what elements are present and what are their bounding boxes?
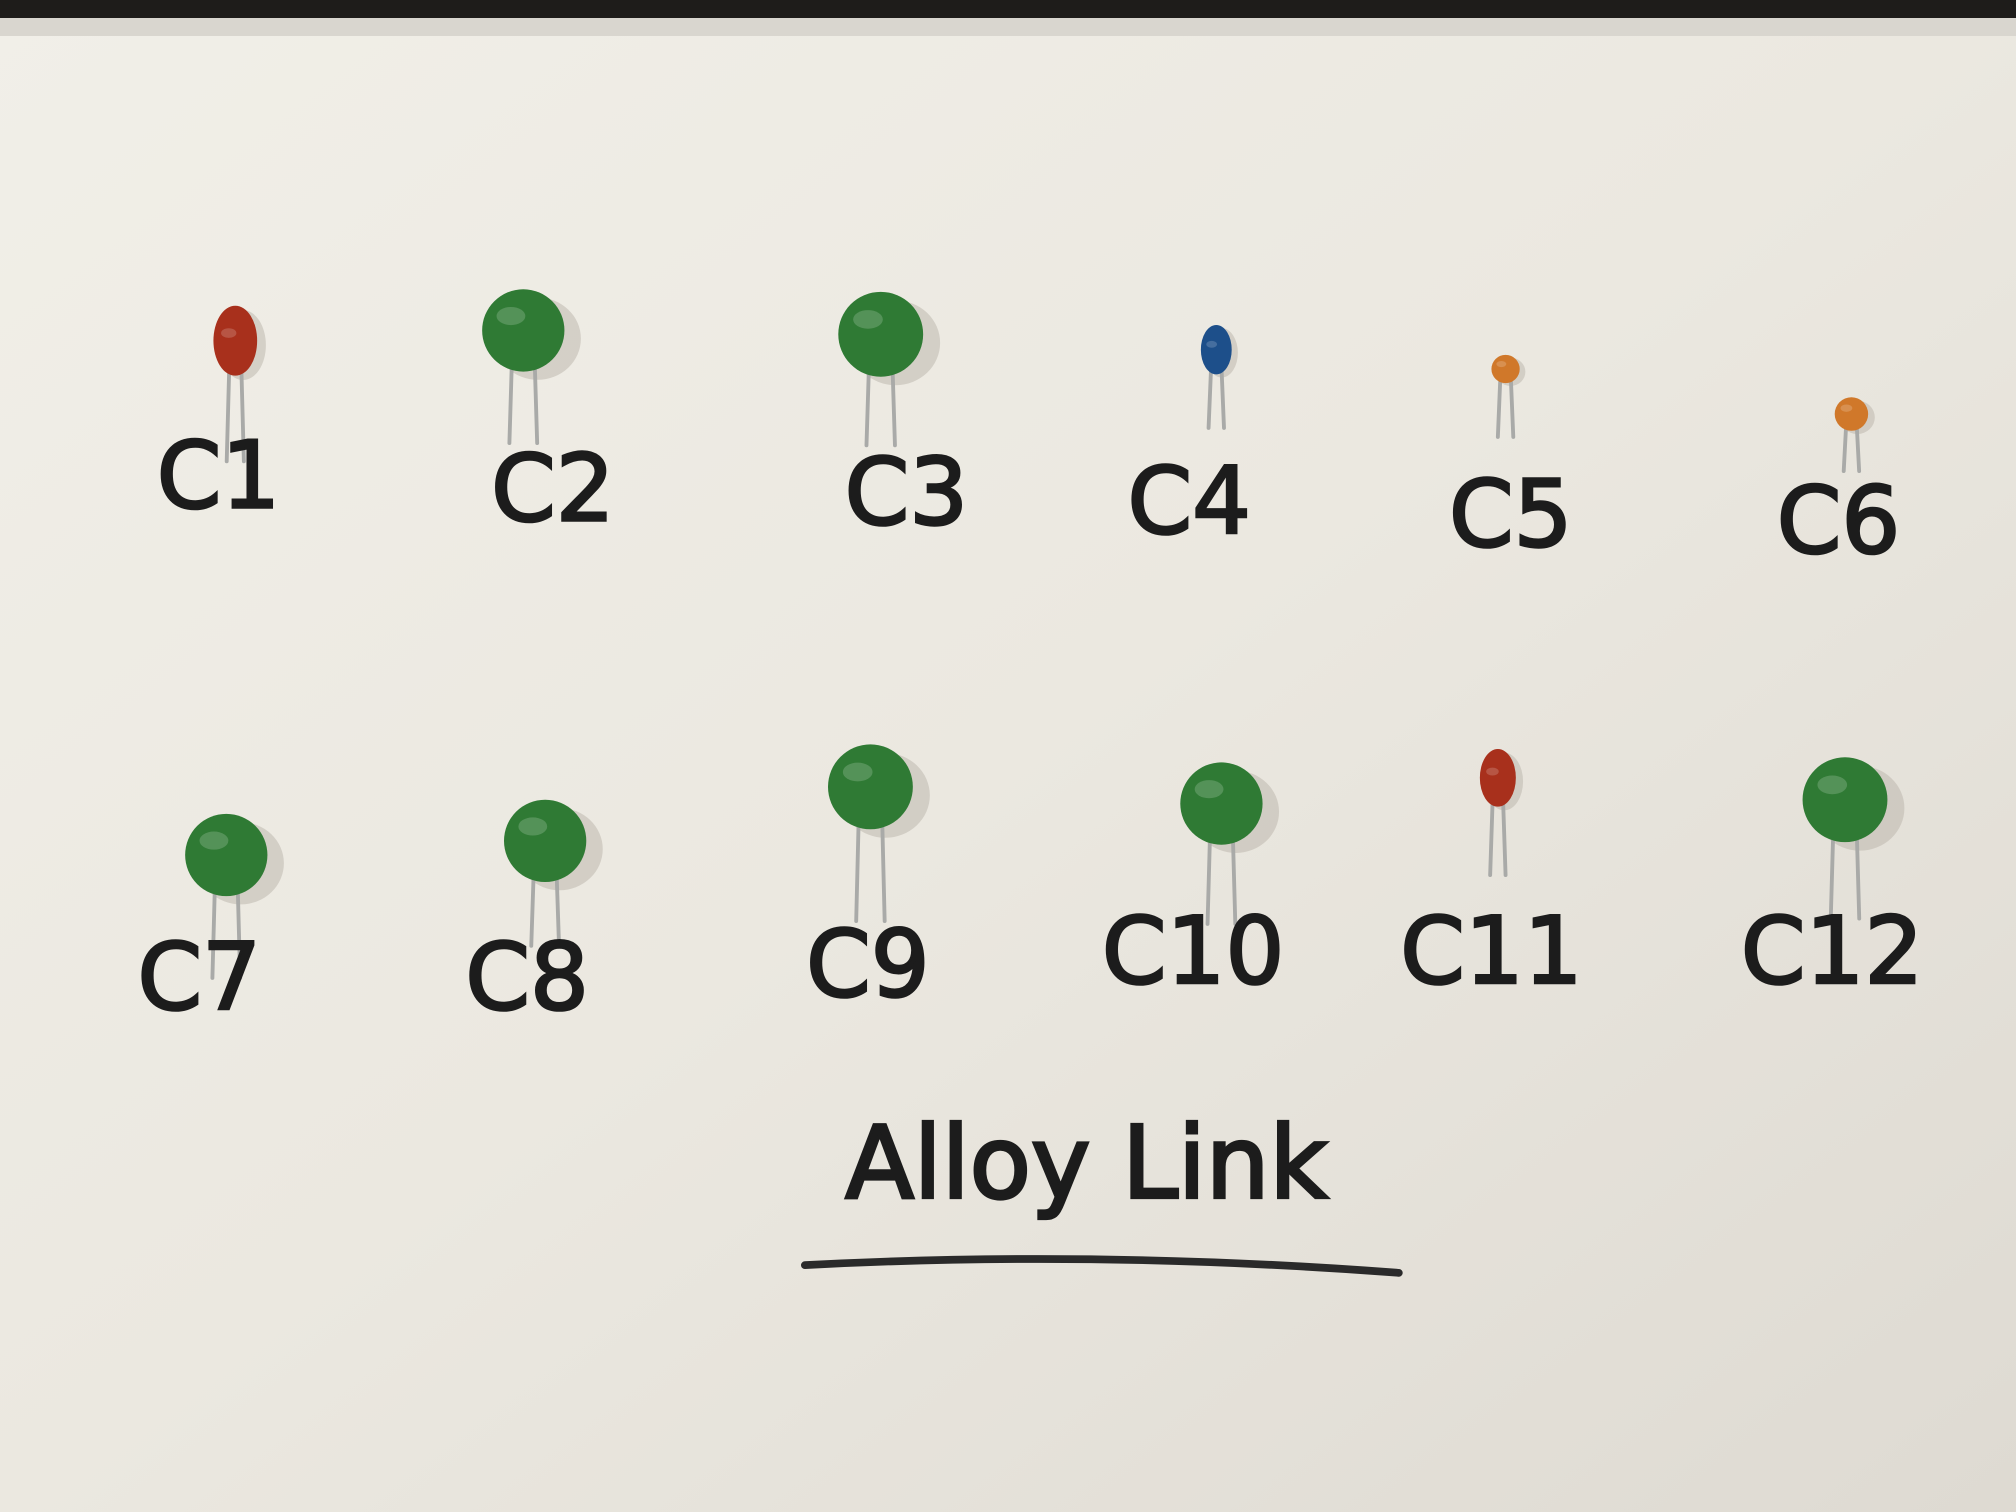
component-label: C8 xyxy=(465,923,589,1031)
highlight xyxy=(1817,775,1848,795)
highlight xyxy=(1486,767,1499,776)
component-label: C1 xyxy=(157,422,281,530)
lead xyxy=(1488,795,1495,877)
lead xyxy=(235,880,243,980)
component-label: C5 xyxy=(1449,460,1573,568)
highlight xyxy=(1206,340,1218,348)
body xyxy=(1200,325,1232,375)
capacitor xyxy=(1802,757,1905,921)
table-edge xyxy=(0,0,2016,18)
capacitor xyxy=(185,813,284,980)
lead xyxy=(224,364,232,464)
lead xyxy=(1230,829,1238,926)
underline xyxy=(801,1255,1403,1277)
body xyxy=(828,744,913,830)
highlight xyxy=(221,328,237,338)
lead xyxy=(1828,826,1836,921)
highlight xyxy=(1194,780,1224,799)
lead xyxy=(529,866,536,948)
highlight xyxy=(853,310,883,329)
capacitors: C1 C2 C3 C4 C5 C6 C7 C8 C9 C10 C11 C12 xyxy=(136,289,1925,1032)
body xyxy=(504,799,587,882)
component-label: C2 xyxy=(491,434,615,542)
highlight xyxy=(1840,404,1853,412)
component-label: C10 xyxy=(1102,897,1284,1005)
capacitor xyxy=(504,799,603,948)
lead xyxy=(239,364,246,464)
highlight xyxy=(496,306,526,326)
lead xyxy=(210,880,217,980)
component-label: C9 xyxy=(806,910,930,1018)
body xyxy=(482,289,565,372)
lead xyxy=(890,361,897,448)
body xyxy=(838,291,924,377)
lead xyxy=(854,813,861,924)
component-label: C11 xyxy=(1400,897,1582,1005)
capacitor xyxy=(828,744,930,924)
capacitor xyxy=(1834,397,1875,474)
capacitor xyxy=(213,305,266,464)
lead xyxy=(1854,826,1862,921)
capacitor xyxy=(1200,325,1238,430)
highlight xyxy=(1496,360,1507,368)
lead xyxy=(880,813,887,924)
component-label: C7 xyxy=(138,923,262,1031)
highlight xyxy=(842,762,873,782)
highlight xyxy=(199,831,229,850)
lead xyxy=(532,356,540,445)
lead xyxy=(1206,364,1214,430)
caption: Alloy Link xyxy=(845,1104,1327,1221)
highlight xyxy=(518,817,548,836)
body xyxy=(1479,749,1516,807)
lead xyxy=(1219,364,1226,430)
body xyxy=(1802,757,1888,843)
body xyxy=(1180,762,1263,845)
lead xyxy=(507,356,514,445)
capacitor xyxy=(838,291,941,448)
capacitor xyxy=(1491,354,1526,439)
component-label: C3 xyxy=(845,438,969,546)
component-label: C12 xyxy=(1741,897,1923,1005)
component-label: C6 xyxy=(1777,467,1901,575)
lead xyxy=(1841,420,1849,474)
body xyxy=(213,305,258,376)
lead xyxy=(1501,795,1508,877)
lead xyxy=(554,866,561,948)
paper-fold xyxy=(0,18,2016,36)
capacitor xyxy=(1180,762,1280,926)
lead xyxy=(864,361,871,448)
capacitor xyxy=(482,289,581,445)
body xyxy=(185,813,268,897)
capacitor xyxy=(1479,749,1524,877)
lead xyxy=(1495,373,1503,439)
lead xyxy=(1508,373,1516,439)
component-label: C4 xyxy=(1128,447,1252,555)
lead xyxy=(1854,420,1862,474)
body xyxy=(1491,354,1520,384)
lead xyxy=(1205,829,1213,926)
body xyxy=(1834,397,1869,431)
